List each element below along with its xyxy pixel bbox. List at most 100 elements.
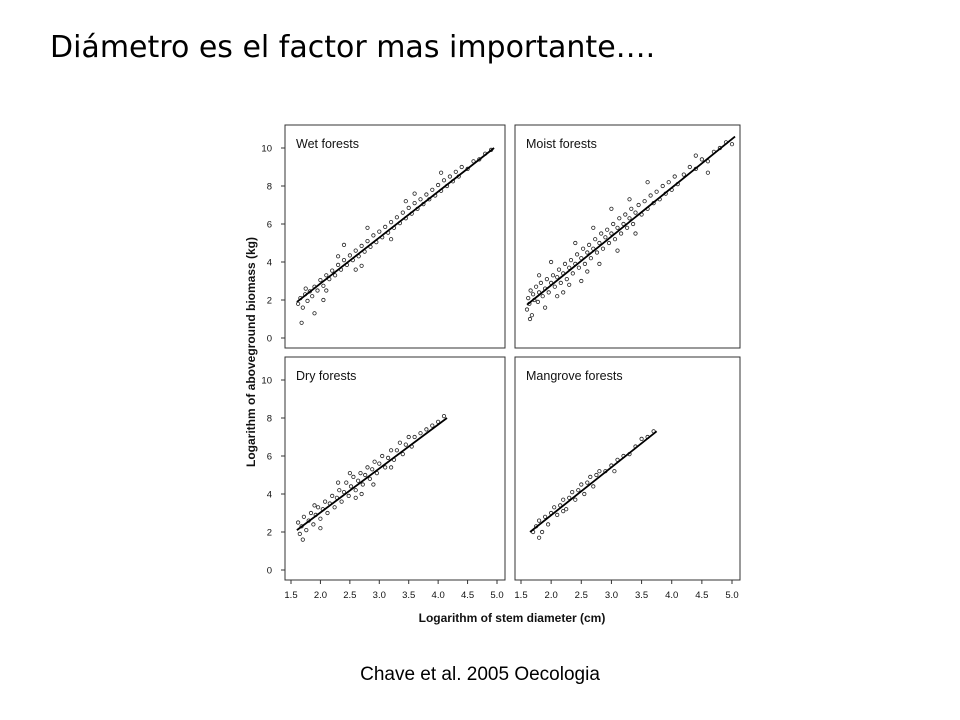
- data-point: [660, 183, 665, 189]
- y-tick-label: 4: [267, 258, 272, 269]
- data-point: [627, 216, 632, 221]
- data-point: [527, 316, 533, 322]
- data-point: [406, 434, 411, 440]
- data-point: [627, 197, 632, 202]
- data-point: [582, 261, 588, 266]
- data-point: [332, 273, 338, 278]
- data-point: [353, 488, 358, 493]
- data-point: [441, 413, 447, 419]
- data-point: [568, 257, 574, 263]
- data-point: [540, 294, 545, 299]
- data-point: [561, 508, 566, 514]
- data-point: [418, 431, 423, 436]
- y-tick-label: 4: [267, 490, 272, 501]
- data-point: [383, 224, 388, 229]
- data-point: [524, 307, 530, 312]
- data-point: [332, 505, 337, 510]
- data-point: [555, 275, 560, 280]
- data-point: [365, 239, 370, 244]
- citation-caption: Chave et al. 2005 Oecologia: [360, 664, 600, 685]
- data-point: [321, 297, 326, 303]
- data-point: [346, 493, 351, 498]
- slide-title: Diámetro es el factor mas importante….: [50, 30, 656, 65]
- data-point: [597, 240, 602, 246]
- data-point: [615, 225, 620, 230]
- panel-frame: [284, 124, 506, 349]
- data-point: [339, 499, 344, 504]
- data-point: [459, 164, 464, 170]
- y-tick-label: 6: [267, 220, 272, 231]
- data-point: [365, 225, 370, 230]
- y-axis-label: Logarithm of aboveground biomass (kg): [244, 237, 258, 467]
- panel-frame: [514, 124, 741, 349]
- panel-title: Mangrove forests: [526, 369, 623, 383]
- data-point: [360, 482, 365, 487]
- data-point: [367, 476, 372, 481]
- x-tick-label: 3.5: [402, 590, 415, 601]
- data-point: [325, 510, 330, 516]
- data-point: [358, 470, 363, 476]
- data-point: [322, 499, 328, 504]
- data-point: [576, 265, 582, 270]
- data-point: [606, 240, 612, 246]
- data-point: [558, 280, 563, 285]
- data-point: [312, 503, 317, 508]
- data-point: [648, 193, 653, 198]
- x-tick-label: 1.5: [514, 590, 527, 601]
- data-point: [550, 273, 556, 278]
- data-point: [609, 206, 614, 211]
- data-point: [347, 253, 352, 258]
- data-point: [300, 537, 305, 542]
- data-point: [295, 301, 301, 306]
- data-point: [430, 187, 435, 192]
- data-point: [555, 294, 560, 299]
- data-point: [341, 257, 347, 263]
- data-point: [335, 480, 341, 485]
- x-tick-label: 4.0: [665, 590, 678, 601]
- data-point: [353, 267, 358, 272]
- panel-frame: [514, 356, 741, 581]
- regression-line: [296, 147, 495, 303]
- data-point: [629, 206, 634, 211]
- data-point: [536, 535, 542, 540]
- data-point: [552, 505, 557, 510]
- data-point: [370, 467, 375, 472]
- data-point: [321, 283, 326, 288]
- data-point: [528, 288, 533, 293]
- data-point: [654, 189, 659, 194]
- data-point: [447, 174, 452, 179]
- data-point: [639, 436, 644, 441]
- data-point: [353, 495, 358, 500]
- data-point: [536, 518, 542, 523]
- panel-title: Moist forests: [526, 137, 597, 151]
- data-point: [681, 172, 686, 177]
- data-point: [542, 514, 548, 519]
- data-point: [562, 261, 568, 266]
- data-point: [612, 469, 617, 474]
- data-point: [295, 520, 301, 525]
- data-point: [699, 157, 705, 162]
- data-point: [300, 305, 305, 310]
- data-point: [441, 178, 447, 183]
- data-point: [636, 202, 641, 208]
- data-point: [318, 516, 323, 521]
- data-point: [304, 527, 309, 533]
- data-point: [561, 497, 566, 502]
- data-point: [380, 453, 385, 459]
- data-point: [418, 197, 423, 202]
- data-point: [564, 276, 569, 282]
- data-point: [312, 311, 317, 316]
- data-point: [580, 246, 586, 251]
- data-point: [424, 192, 429, 197]
- x-tick-label: 5.0: [490, 590, 503, 601]
- data-point: [318, 526, 323, 531]
- data-point: [337, 488, 342, 493]
- data-point: [371, 233, 376, 238]
- data-point: [412, 191, 417, 196]
- data-point: [582, 491, 587, 497]
- data-point: [353, 248, 358, 253]
- y-tick-label: 0: [267, 334, 272, 345]
- data-point: [693, 153, 698, 158]
- x-axis-label: Logarithm of stem diameter (cm): [419, 611, 606, 625]
